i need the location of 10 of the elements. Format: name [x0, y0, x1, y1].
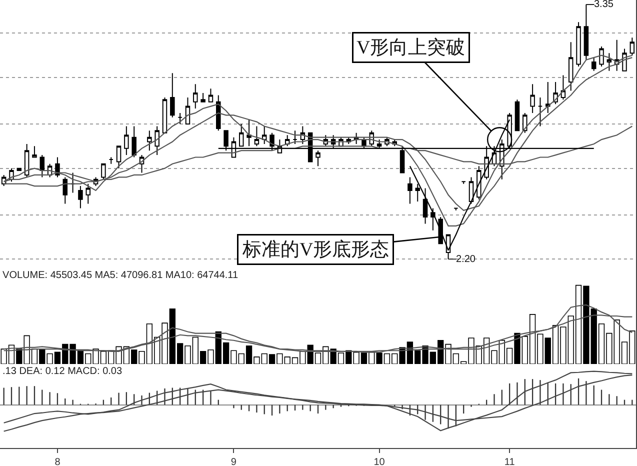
x-tick-label: 8	[54, 457, 61, 466]
annotation: 2.20	[456, 254, 476, 265]
chart-title: .13 DEA: 0.12 MACD: 0.03	[2, 366, 122, 377]
x-tick-label: 10	[374, 457, 386, 466]
annotation: V形向上突破	[356, 36, 466, 58]
x-tick-label: 9	[230, 457, 237, 466]
x-tick-label: 11	[504, 457, 516, 466]
chart-title: VOLUME: 45503.45 MA5: 47096.81 MA10: 64744.11	[2, 270, 239, 281]
annotation: 3.35	[594, 0, 614, 10]
annotation: 标准的V形底形态	[242, 238, 390, 260]
